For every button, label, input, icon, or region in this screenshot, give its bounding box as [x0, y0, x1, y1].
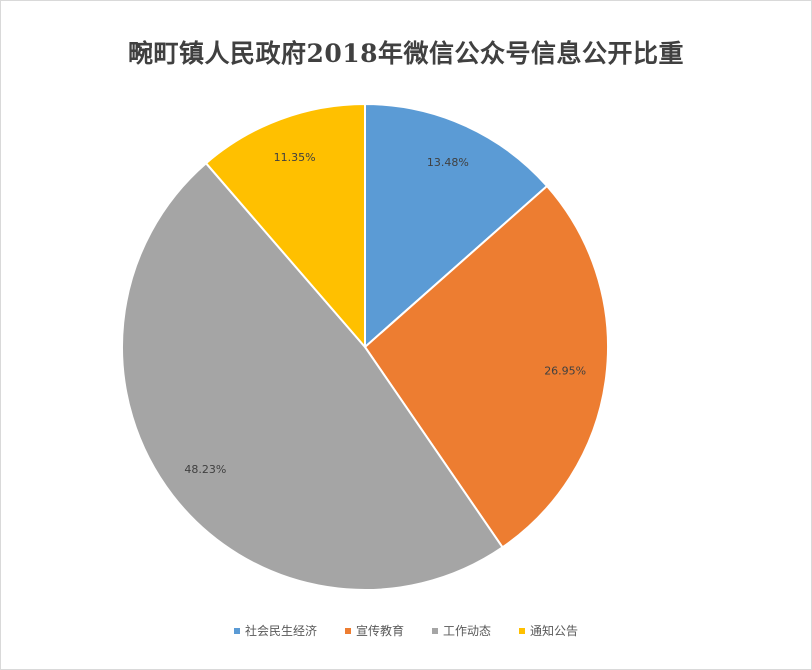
pie-slice-0: [364, 102, 549, 350]
legend-label-2: 工作动态: [443, 624, 492, 638]
legend: 社会民生经济 宣传教育 工作动态 通知公告: [0, 622, 812, 639]
pie-chart: 13.48% 26.95% 48.23% 11.35%: [121, 102, 609, 591]
legend-swatch-1: [344, 627, 351, 634]
data-label-2: 48.23%: [184, 463, 226, 476]
pie-slice-2: [121, 161, 504, 591]
legend-entry-0: 社会民生经济: [233, 622, 317, 639]
pie-slice-1: [363, 184, 609, 549]
legend-entry-2: 工作动态: [432, 622, 491, 639]
legend-entry-1: 宣传教育: [344, 622, 404, 639]
data-label-0: 13.48%: [427, 156, 469, 169]
legend-label-1: 宣传教育: [355, 624, 404, 638]
data-label-3: 11.35%: [274, 151, 316, 164]
data-label-1: 26.95%: [544, 365, 586, 378]
legend-label-3: 通知公告: [530, 624, 579, 638]
legend-label-0: 社会民生经济: [244, 624, 317, 638]
legend-entry-3: 通知公告: [519, 622, 578, 639]
legend-swatch-2: [432, 627, 438, 634]
legend-swatch-3: [519, 627, 526, 634]
chart-title: 畹町镇人民政府2018年微信公众号信息公开比重: [127, 39, 685, 68]
legend-swatch-0: [233, 627, 240, 634]
pie-slice-3: [204, 102, 366, 350]
